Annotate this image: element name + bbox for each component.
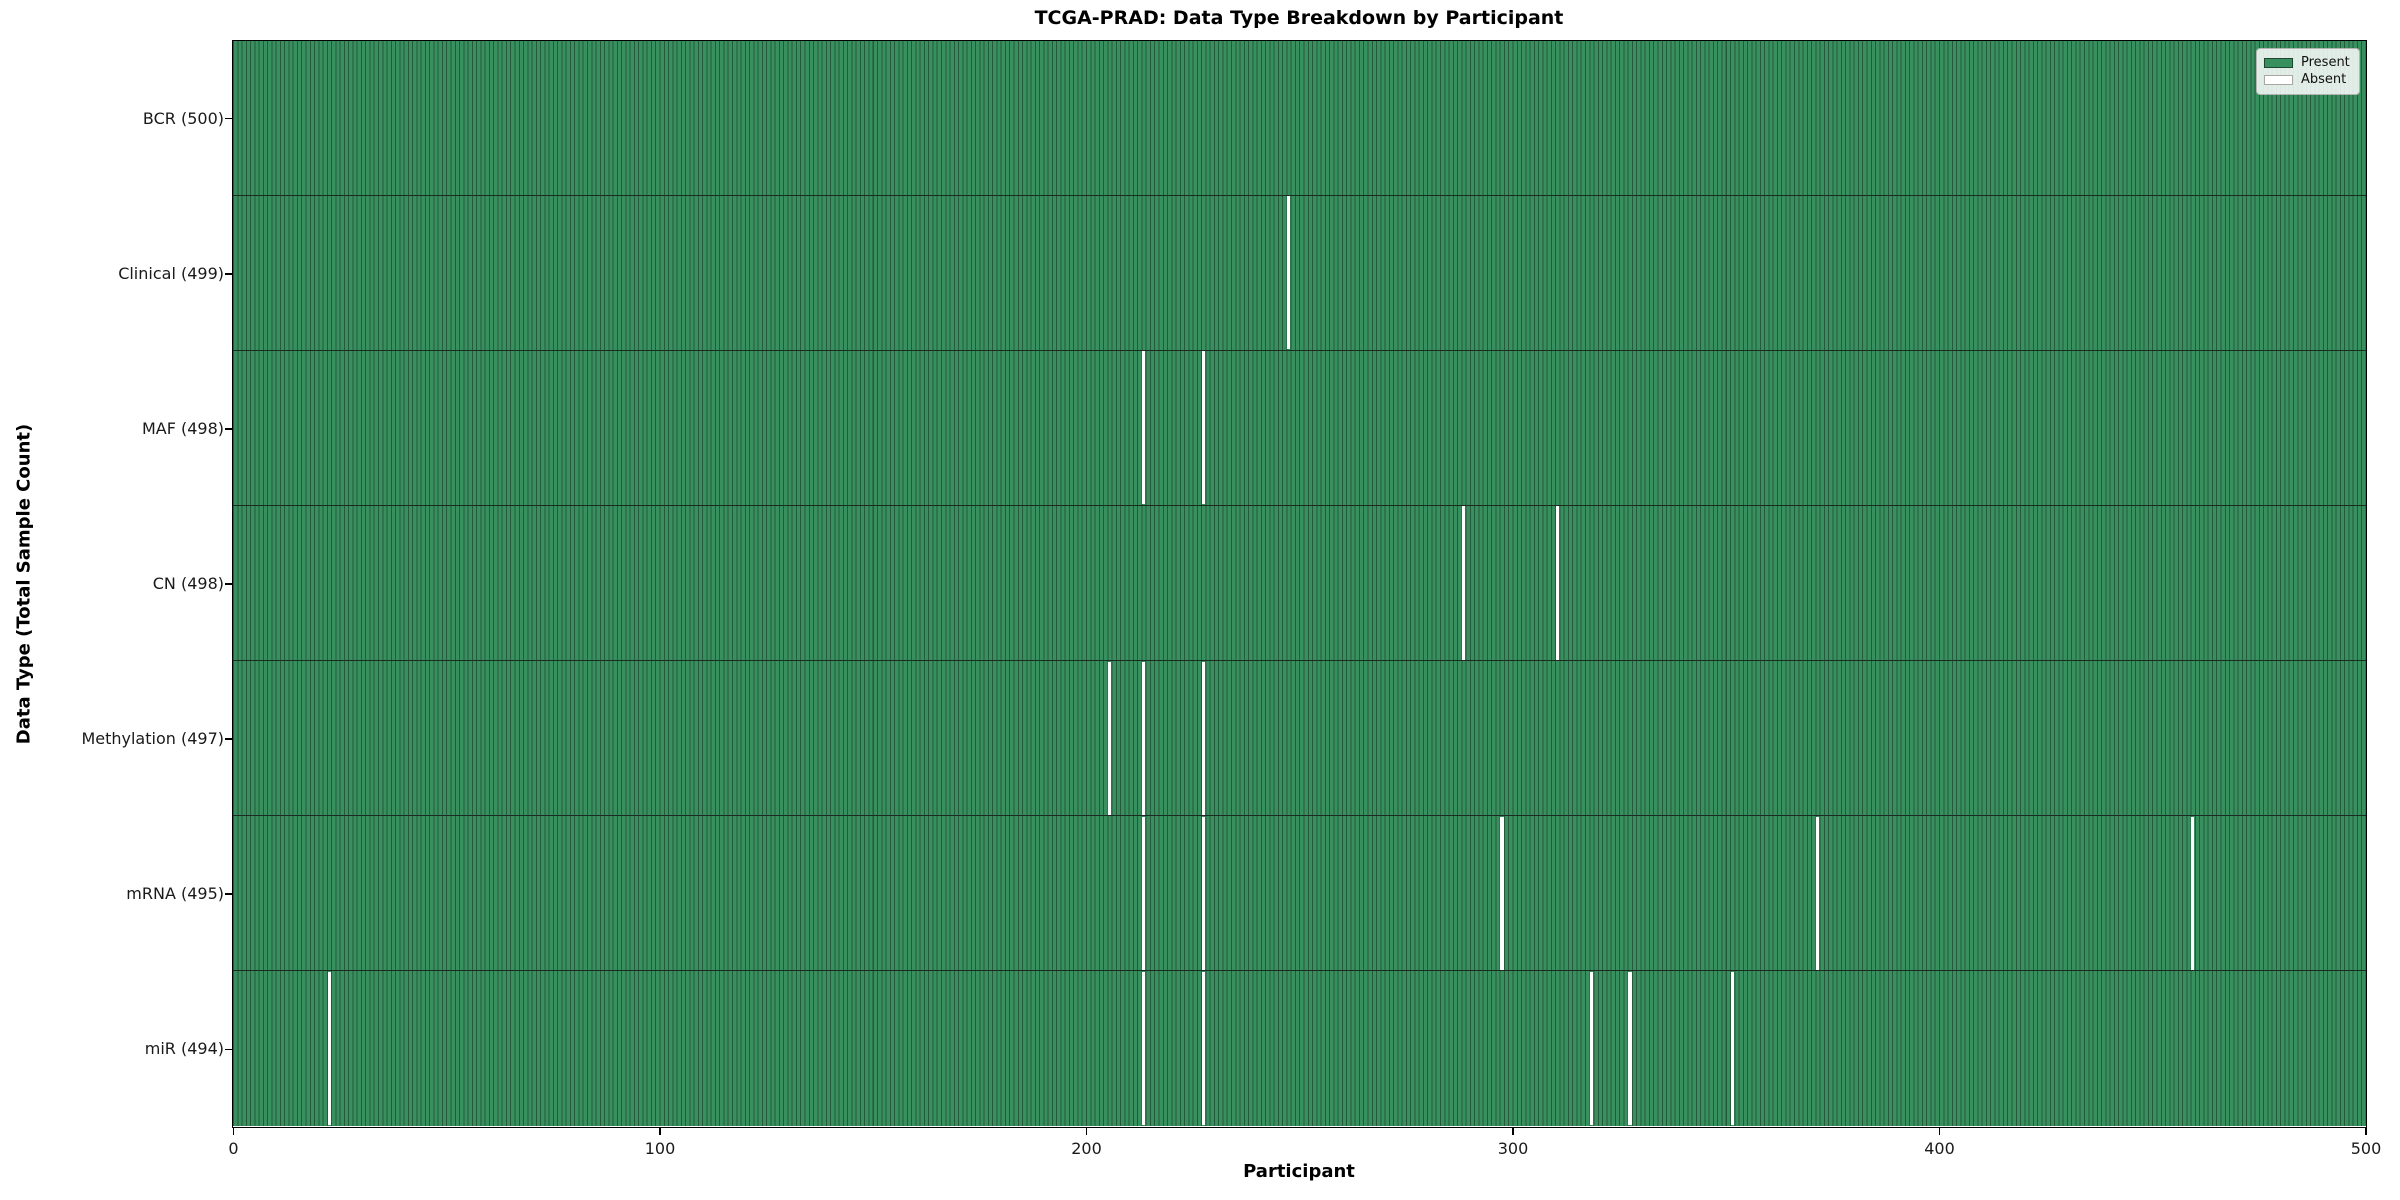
x-tick-label-100: 100 bbox=[644, 1139, 676, 1158]
absent-cell-marker bbox=[1108, 661, 1112, 815]
absent-cell-marker bbox=[1589, 971, 1594, 1125]
absent-cell-marker bbox=[1462, 506, 1466, 660]
y-tick-label-maf: MAF (498) bbox=[141, 418, 224, 438]
x-axis-title: Participant bbox=[1243, 1161, 1355, 1182]
heatmap-row-cn bbox=[233, 505, 2366, 662]
y-tick-mark bbox=[225, 1048, 233, 1051]
heatmap-row-mrna bbox=[233, 816, 2366, 972]
x-tick-label-500: 500 bbox=[2350, 1139, 2382, 1158]
chart-title: TCGA-PRAD: Data Type Breakdown by Partic… bbox=[1034, 7, 1564, 29]
x-tick-mark bbox=[232, 1127, 235, 1135]
absent-cell-marker bbox=[1142, 816, 1146, 970]
y-tick-mark bbox=[225, 893, 233, 896]
x-tick-label-0: 0 bbox=[228, 1139, 239, 1158]
y-tick-mark bbox=[225, 117, 233, 120]
plot-area bbox=[232, 39, 2367, 1128]
absent-cell-marker bbox=[1201, 971, 1205, 1125]
x-tick-mark bbox=[1512, 1127, 1514, 1135]
heatmap-row-methylation bbox=[233, 661, 2366, 817]
absent-cell-marker bbox=[1142, 351, 1146, 505]
x-tick-mark bbox=[2365, 1127, 2367, 1135]
x-tick-label-300: 300 bbox=[1497, 1139, 1529, 1158]
absent-cell-marker bbox=[1142, 971, 1146, 1125]
x-tick-mark bbox=[1085, 1127, 1088, 1135]
absent-cell-marker bbox=[1500, 816, 1504, 970]
legend-entry-absent: Absent bbox=[2264, 71, 2352, 88]
legend-swatch-absent bbox=[2264, 74, 2293, 85]
y-tick-label-methylation: Methylation (497) bbox=[81, 729, 224, 749]
absent-cell-marker bbox=[1287, 196, 1291, 350]
legend-swatch-present bbox=[2264, 57, 2293, 68]
y-tick-mark bbox=[225, 428, 233, 430]
absent-cell-marker bbox=[327, 971, 331, 1125]
heatmap-row-maf bbox=[233, 350, 2366, 506]
legend-entry-present: Present bbox=[2264, 54, 2352, 71]
x-tick-mark bbox=[659, 1127, 661, 1135]
absent-cell-marker bbox=[1201, 351, 1205, 505]
heatmap-row-mir bbox=[233, 971, 2366, 1127]
y-tick-label-mrna: mRNA (495) bbox=[126, 884, 224, 904]
absent-cell-marker bbox=[1201, 816, 1205, 970]
absent-cell-marker bbox=[1555, 506, 1559, 660]
heatmap-row-clinical bbox=[233, 195, 2366, 351]
y-tick-mark bbox=[225, 738, 233, 740]
absent-cell-marker bbox=[1730, 971, 1734, 1125]
y-tick-mark bbox=[225, 272, 233, 275]
absent-cell-marker bbox=[1628, 971, 1632, 1125]
y-tick-mark bbox=[225, 583, 233, 585]
x-tick-mark bbox=[1938, 1127, 1941, 1135]
y-tick-label-bcr: BCR (500) bbox=[142, 108, 224, 128]
legend-label-present: Present bbox=[2301, 55, 2350, 70]
x-tick-label-400: 400 bbox=[1924, 1139, 1955, 1158]
y-tick-label-clinical: Clinical (499) bbox=[118, 263, 224, 283]
x-tick-label-200: 200 bbox=[1071, 1139, 1102, 1158]
y-tick-label-mir: miR (494) bbox=[144, 1039, 224, 1059]
heatmap-row-bcr bbox=[233, 40, 2366, 196]
absent-cell-marker bbox=[2191, 816, 2195, 970]
absent-cell-marker bbox=[1816, 816, 1820, 970]
absent-cell-marker bbox=[1201, 661, 1205, 815]
legend-label-absent: Absent bbox=[2301, 72, 2347, 87]
y-tick-label-cn: CN (498) bbox=[152, 574, 224, 593]
absent-cell-marker bbox=[1142, 661, 1146, 815]
legend: Present Absent bbox=[2256, 48, 2360, 95]
